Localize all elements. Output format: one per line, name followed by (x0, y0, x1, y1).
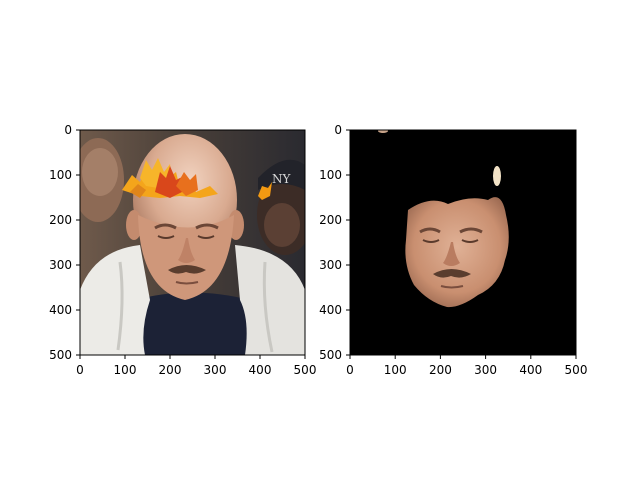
autumn-leaves-overlay (122, 158, 272, 200)
original-photo-frame (79, 129, 306, 356)
x-tick-label: 100 (114, 363, 137, 377)
y-tick-label: 300 (319, 258, 342, 272)
y-tick-label: 400 (49, 303, 72, 317)
y-tick-label: 500 (319, 348, 342, 362)
x-tick-label: 300 (474, 363, 497, 377)
x-tick-label: 400 (519, 363, 542, 377)
x-tick-label: 200 (429, 363, 452, 377)
x-tick-label: 300 (204, 363, 227, 377)
x-tick-label: 500 (294, 363, 317, 377)
face-mask-panel: 0 100 200 300 400 500 0 100 200 300 400 500 (319, 123, 587, 377)
face-mask-image (350, 130, 576, 355)
x-tick-label: 500 (565, 363, 588, 377)
y-tick-label: 100 (49, 168, 72, 182)
y-tick-label: 500 (49, 348, 72, 362)
y-tick-label: 100 (319, 168, 342, 182)
x-tick-label: 100 (384, 363, 407, 377)
y-tick-label: 200 (49, 213, 72, 227)
x-tick-label: 400 (249, 363, 272, 377)
x-tick-label: 0 (346, 363, 354, 377)
y-tick-label: 400 (319, 303, 342, 317)
face-mask-frame (349, 129, 577, 356)
x-tick-label: 200 (159, 363, 182, 377)
y-tick-label: 300 (49, 258, 72, 272)
y-tick-label: 200 (319, 213, 342, 227)
svg-text:NY: NY (272, 172, 292, 186)
y-tick-label: 0 (64, 123, 72, 137)
original-photo-panel: NY (49, 123, 316, 377)
x-tick-label: 0 (76, 363, 84, 377)
original-photo-image: NY (80, 130, 305, 355)
y-tick-label: 0 (334, 123, 342, 137)
original-photo-axes: 0 100 200 300 400 500 0 100 200 300 400 500 (49, 123, 316, 377)
face-mask-axes: 0 100 200 300 400 500 0 100 200 300 400 500 (319, 123, 587, 377)
